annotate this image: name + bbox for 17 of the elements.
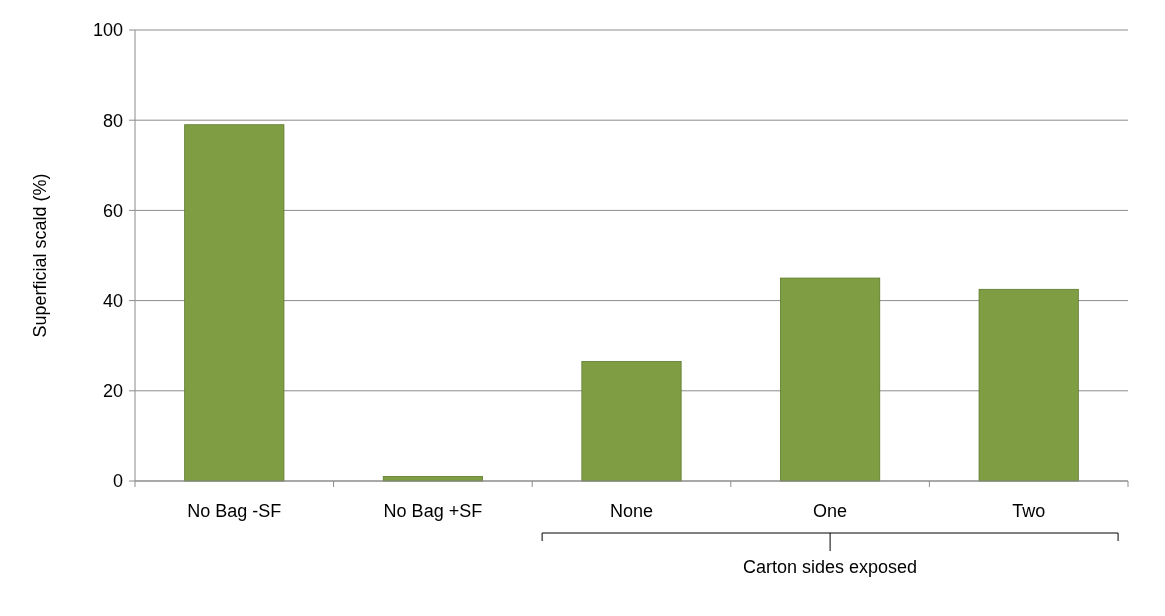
bar [581,361,682,482]
y-tick-label: 0 [112,471,123,492]
bar [184,124,285,482]
x-tick-label: One [813,501,848,521]
y-axis-title: Superficial scald (%) [30,173,50,338]
bar [780,277,881,482]
bar [978,288,1079,482]
y-tick-label: 80 [102,110,123,131]
x-tick-label: No Bag -SF [187,501,282,521]
y-tick-label: 40 [102,290,123,311]
x-tick-label: Two [1012,501,1046,521]
y-tick-label: 20 [102,381,123,402]
x-tick-label: No Bag +SF [383,501,483,521]
y-tick-label: 100 [92,20,123,41]
x-tick-label: None [609,501,654,521]
annotation: Carton sides exposed [743,557,918,577]
y-tick-label: 60 [102,200,123,221]
